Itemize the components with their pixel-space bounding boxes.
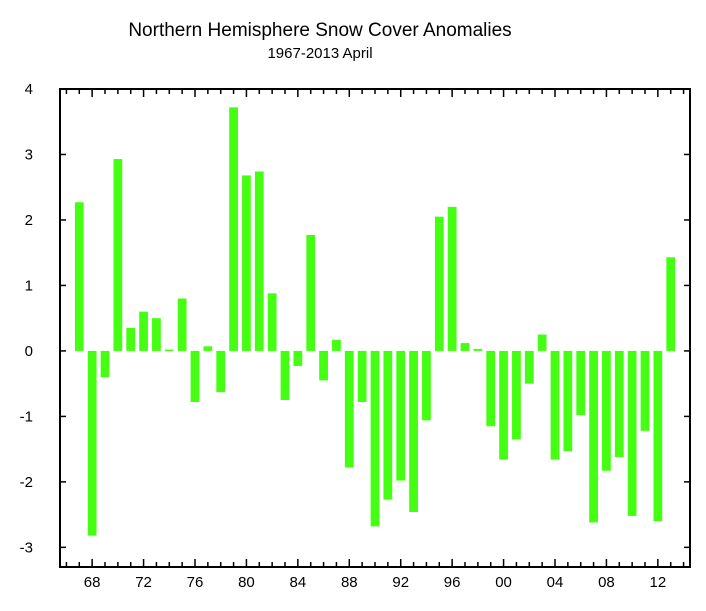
bar-1991 [383, 350, 393, 500]
bar-1981 [254, 171, 264, 351]
y-tick-label: 4 [25, 81, 33, 98]
bar-1994 [422, 350, 431, 421]
bar-1997 [460, 343, 470, 351]
bar-2010 [627, 350, 637, 516]
bar-1978 [216, 350, 226, 393]
bar-1969 [100, 350, 110, 378]
x-tick-label: 84 [290, 574, 307, 591]
bar-1968 [87, 350, 97, 536]
bar-1999 [486, 350, 496, 427]
bar-1970 [113, 159, 123, 351]
y-tick-label: 1 [25, 277, 33, 294]
bar-2013 [666, 257, 676, 351]
y-tick-label: -1 [20, 408, 33, 425]
bar-2011 [640, 350, 650, 431]
bar-1975 [177, 298, 187, 351]
bar-1989 [357, 350, 367, 402]
axis-ticks [60, 88, 690, 567]
x-tick-label: 72 [135, 574, 152, 591]
bar-2004 [550, 350, 560, 460]
bar-2006 [576, 350, 586, 416]
bar-1990 [370, 350, 380, 527]
x-tick-label: 04 [547, 574, 564, 591]
bar-1976 [190, 350, 200, 402]
x-tick-label: 88 [341, 574, 358, 591]
bar-1973 [152, 318, 161, 351]
bar-1986 [319, 350, 328, 381]
bars [74, 107, 676, 536]
bar-2009 [614, 350, 624, 457]
bar-1995 [434, 216, 444, 351]
bar-1987 [332, 339, 341, 351]
bar-1992 [396, 350, 406, 481]
bar-1983 [280, 350, 290, 401]
bar-2007 [589, 350, 598, 523]
chart-title: Northern Hemisphere Snow Cover Anomalies [128, 20, 512, 41]
x-tick-label: 96 [444, 574, 461, 591]
bar-2001 [512, 350, 521, 440]
bar-2002 [524, 350, 534, 384]
bar-2003 [537, 334, 547, 351]
x-tick-label: 80 [238, 574, 255, 591]
bar-1977 [203, 346, 213, 351]
bar-2005 [563, 350, 573, 452]
y-tick-label: -2 [20, 474, 33, 491]
y-tick-label: 0 [25, 343, 33, 360]
bar-1996 [447, 206, 457, 351]
x-tick-label: 68 [84, 574, 101, 591]
y-tick-label: 3 [25, 146, 33, 163]
bar-1971 [126, 328, 136, 351]
bar-1988 [344, 350, 354, 468]
bar-1985 [306, 235, 316, 351]
bar-1972 [139, 311, 148, 351]
bar-1967 [74, 202, 84, 351]
bar-1974 [164, 349, 174, 352]
bar-1984 [293, 350, 303, 366]
x-tick-label: 00 [495, 574, 512, 591]
x-tick-label: 92 [392, 574, 409, 591]
y-tick-label: 2 [25, 212, 33, 229]
bar-1998 [473, 348, 483, 351]
x-tick-label: 08 [598, 574, 615, 591]
bar-1993 [409, 350, 418, 512]
x-tick-label: 76 [187, 574, 204, 591]
bar-2012 [653, 350, 663, 522]
y-tick-label: -3 [20, 539, 33, 556]
bar-1982 [267, 293, 277, 351]
bar-2000 [499, 350, 508, 460]
x-tick-label: 12 [650, 574, 667, 591]
bar-2008 [602, 350, 611, 471]
chart-subtitle: 1967-2013 April [267, 45, 373, 62]
bar-1980 [242, 175, 251, 351]
bar-1979 [229, 107, 238, 351]
